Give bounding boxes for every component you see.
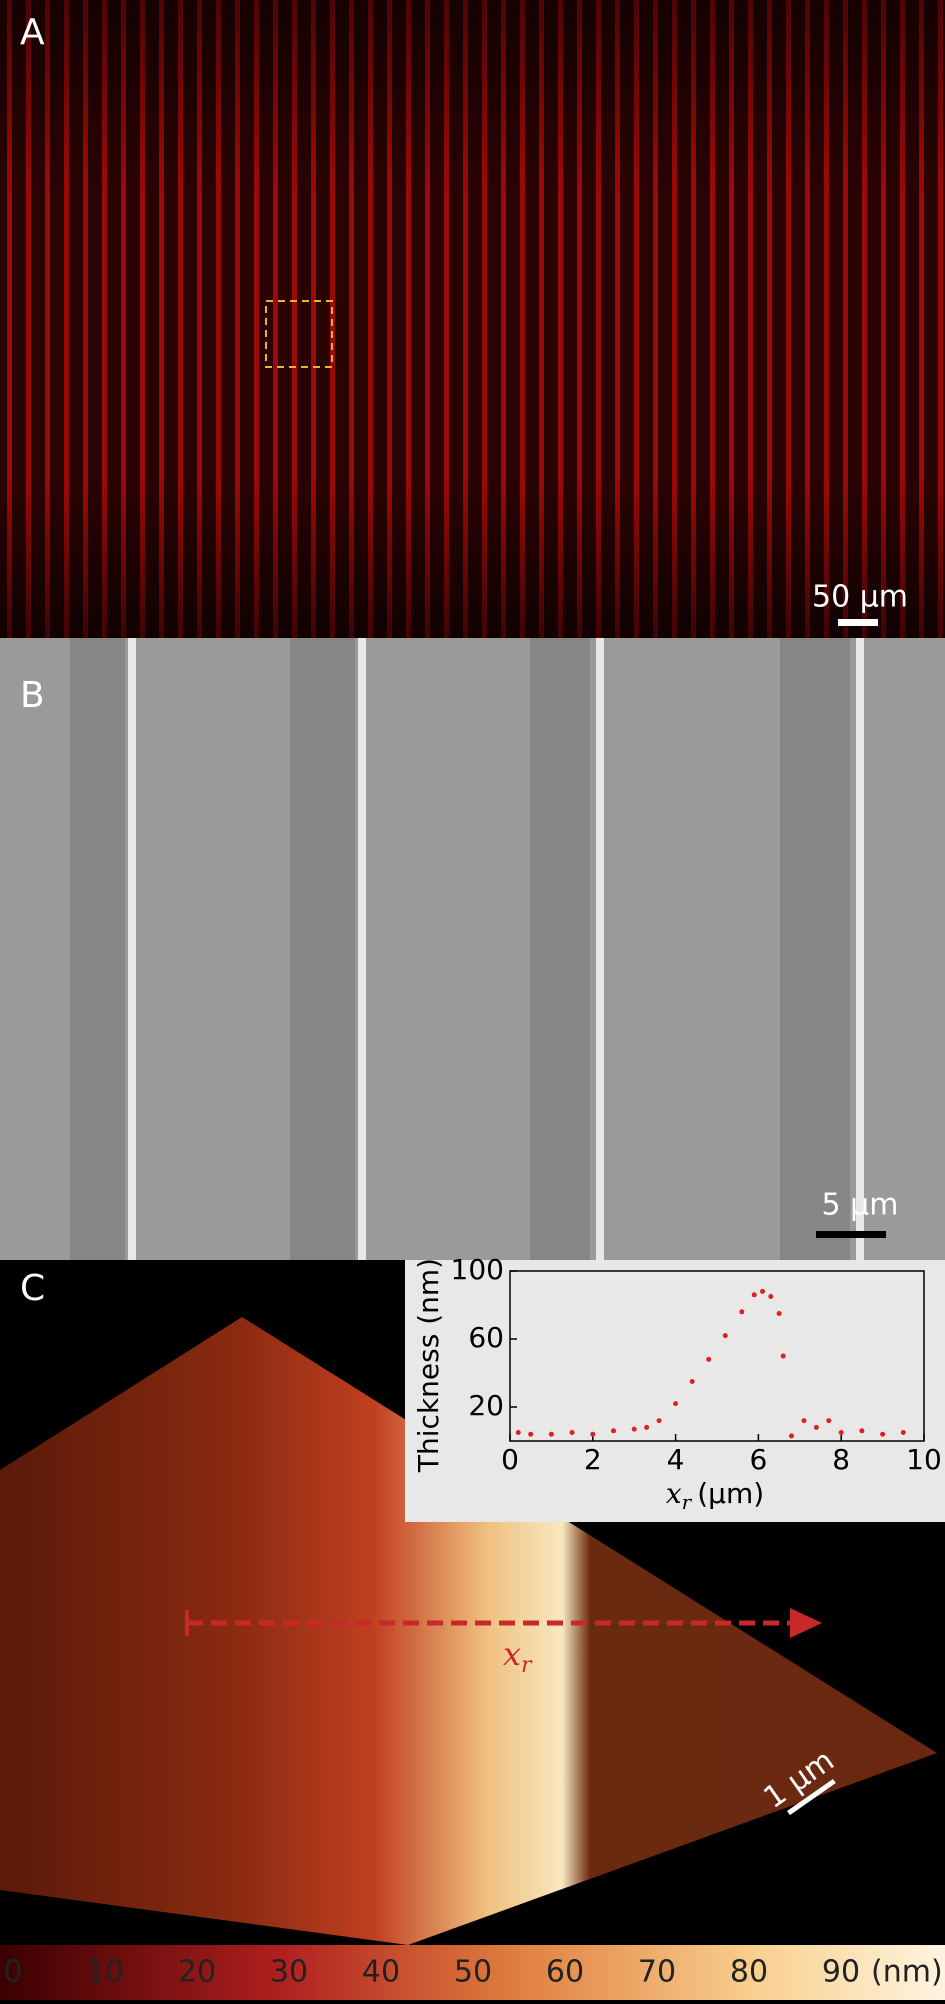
- y-tick-label: 60: [468, 1321, 504, 1354]
- colorbar-tick-label: 20: [178, 1955, 216, 1990]
- colorbar: [0, 1945, 945, 2000]
- inset-plot-frame: [509, 1270, 925, 1442]
- scale-bar: [838, 619, 878, 626]
- data-point: [739, 1309, 745, 1315]
- data-point: [838, 1430, 844, 1435]
- data-point: [631, 1426, 637, 1432]
- data-point: [656, 1418, 662, 1424]
- scale-bar-label: 50 µm: [812, 580, 908, 615]
- afm-surface: [0, 1317, 937, 1945]
- vignette: [0, 0, 945, 638]
- data-point: [590, 1431, 596, 1437]
- colorbar-unit: (nm): [871, 1955, 943, 1990]
- data-point: [673, 1401, 679, 1407]
- data-point: [801, 1418, 807, 1424]
- profile-arrowhead: [790, 1608, 822, 1638]
- data-point: [780, 1353, 786, 1359]
- data-point: [611, 1428, 616, 1434]
- data-point: [900, 1430, 906, 1435]
- scale-bar: [816, 1231, 886, 1238]
- data-point: [859, 1428, 865, 1434]
- data-point: [751, 1292, 757, 1298]
- data-point: [776, 1311, 782, 1316]
- data-point: [768, 1294, 774, 1299]
- data-point: [644, 1424, 650, 1430]
- data-point: [826, 1418, 832, 1424]
- colorbar-tick-label: 40: [362, 1955, 400, 1990]
- colorbar-tick-label: 90: [822, 1955, 860, 1990]
- x-tick-label: 0: [501, 1443, 519, 1476]
- y-axis-label: Thickness (nm): [412, 1258, 445, 1473]
- data-point: [528, 1431, 534, 1437]
- x-axis-label: xr (µm): [666, 1477, 764, 1514]
- x-tick-label: 4: [667, 1443, 685, 1476]
- sem-crack-bands: [70, 638, 850, 1260]
- panel-label: B: [20, 675, 45, 716]
- data-point: [813, 1424, 819, 1430]
- colorbar-tick-label: 50: [454, 1955, 492, 1990]
- data-point: [548, 1431, 554, 1437]
- y-tick-label: 20: [468, 1389, 504, 1422]
- colorbar-tick-label: 30: [270, 1955, 308, 1990]
- scale-bar-label: 5 µm: [822, 1188, 899, 1223]
- data-point: [760, 1288, 766, 1294]
- data-point: [689, 1379, 695, 1384]
- scale-bar: [787, 1778, 836, 1816]
- inset-background: [405, 1260, 945, 1522]
- colorbar-tick-label: 10: [86, 1955, 124, 1990]
- colorbar-tick-label: 60: [546, 1955, 584, 1990]
- data-point: [789, 1433, 795, 1439]
- panel-label: A: [20, 12, 45, 53]
- y-tick-label: 100: [451, 1253, 504, 1286]
- x-tick-label: 8: [832, 1443, 850, 1476]
- data-point: [880, 1431, 886, 1437]
- x-tick-label: 2: [584, 1443, 602, 1476]
- data-point: [515, 1430, 521, 1435]
- data-point: [569, 1430, 575, 1435]
- colorbar-tick-label: 0: [3, 1955, 22, 1990]
- panel-label: C: [20, 1268, 45, 1309]
- data-point: [722, 1333, 728, 1339]
- x-tick-label: 6: [749, 1443, 767, 1476]
- sem-ridges: [128, 638, 864, 1260]
- colorbar-tick-label: 70: [638, 1955, 676, 1990]
- arrow-label: xr: [503, 1635, 533, 1679]
- x-tick-label: 10: [906, 1443, 942, 1476]
- data-point: [706, 1356, 712, 1362]
- colorbar-tick-label: 80: [730, 1955, 768, 1990]
- zoom-box: [265, 300, 333, 368]
